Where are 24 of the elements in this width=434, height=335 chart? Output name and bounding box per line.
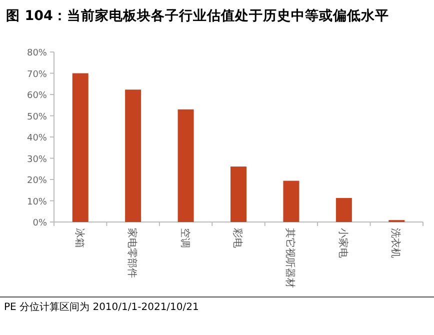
- chart-title: 图 104：当前家电板块各子行业估值处于历史中等或偏低水平: [6, 7, 389, 24]
- x-tick-label: 空调: [178, 228, 191, 248]
- bar: [72, 73, 88, 222]
- x-tick-label: 家电零部件: [126, 228, 138, 278]
- bar: [283, 180, 300, 222]
- x-tick-label: 小家电: [336, 228, 349, 258]
- text: PE 分位计算区间为 2010/1/1-2021/10/21: [4, 301, 199, 313]
- y-tick-label: 0%: [32, 218, 48, 228]
- x-tick-label: 彩电: [232, 228, 244, 248]
- y-tick-label: 20%: [26, 176, 48, 186]
- y-tick-label: 50%: [26, 112, 48, 122]
- y-tick-label: 60%: [26, 91, 48, 101]
- y-tick-label: 30%: [26, 154, 48, 165]
- y-tick-label: 40%: [26, 134, 48, 144]
- bar: [230, 166, 246, 222]
- y-tick-label: 70%: [26, 70, 48, 80]
- y-tick-label: 80%: [26, 48, 48, 58]
- y-tick-label: 10%: [26, 197, 48, 208]
- bar: [336, 198, 352, 222]
- x-tick-label: 其它视听器材: [284, 228, 296, 288]
- x-tick-label: 冰箱: [73, 228, 86, 248]
- bar: [178, 109, 194, 222]
- x-tick-label: 洗衣机: [390, 228, 402, 258]
- bar: [125, 90, 142, 222]
